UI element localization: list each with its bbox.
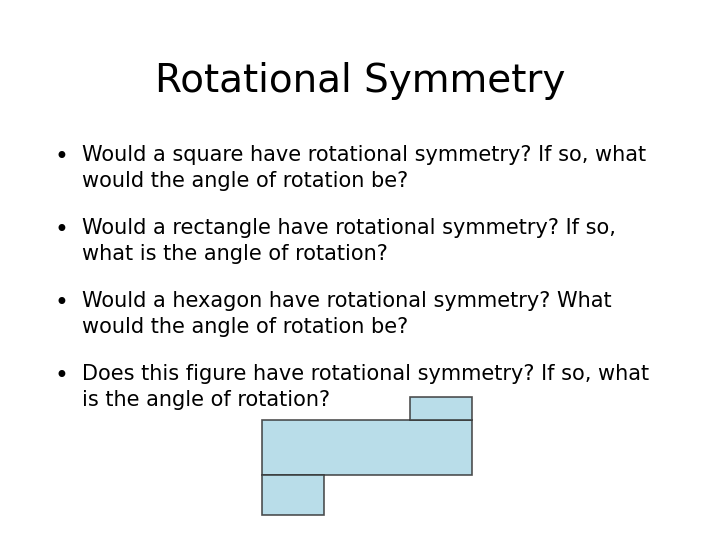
Bar: [410, 397, 472, 420]
Text: Would a square have rotational symmetry? If so, what
would the angle of rotation: Would a square have rotational symmetry?…: [82, 145, 646, 191]
Text: •: •: [55, 364, 69, 388]
Text: •: •: [55, 145, 69, 169]
Text: •: •: [55, 218, 69, 242]
Text: Would a rectangle have rotational symmetry? If so,
what is the angle of rotation: Would a rectangle have rotational symmet…: [82, 218, 616, 264]
Bar: [262, 420, 472, 475]
Text: Would a hexagon have rotational symmetry? What
would the angle of rotation be?: Would a hexagon have rotational symmetry…: [82, 291, 611, 336]
Bar: [262, 475, 324, 515]
Text: •: •: [55, 291, 69, 315]
Text: Rotational Symmetry: Rotational Symmetry: [155, 62, 565, 100]
Text: Does this figure have rotational symmetry? If so, what
is the angle of rotation?: Does this figure have rotational symmetr…: [82, 364, 649, 410]
